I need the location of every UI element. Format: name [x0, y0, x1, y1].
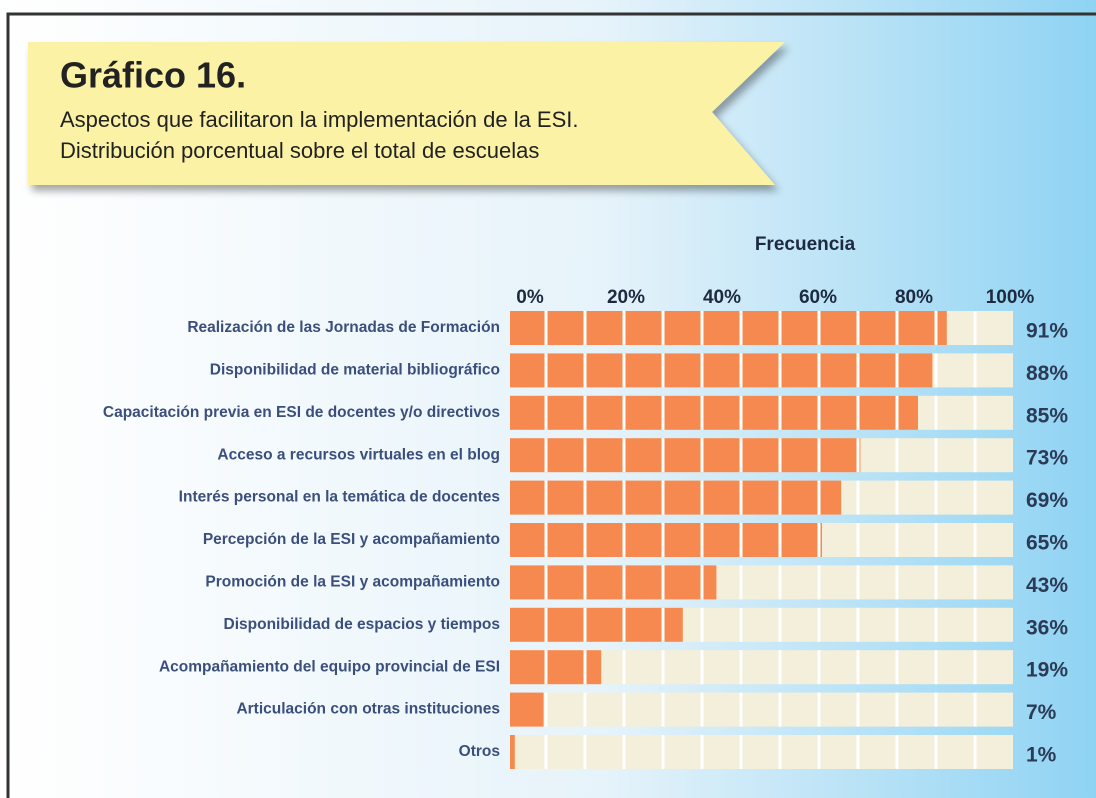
x-tick-label: 0% — [516, 287, 544, 308]
y-tick-label: Disponibilidad de material bibliográfico — [210, 361, 500, 378]
data-label: 69% — [1026, 489, 1068, 512]
bar — [510, 692, 544, 727]
data-label: 43% — [1026, 574, 1068, 597]
data-label: 88% — [1026, 362, 1068, 385]
y-tick-label: Percepción de la ESI y acompañamiento — [203, 531, 500, 548]
x-tick-label: 60% — [799, 287, 837, 308]
bar — [510, 523, 822, 557]
y-tick-label: Interés personal en la temática de docen… — [179, 489, 500, 506]
x-tick-label: 40% — [703, 287, 741, 308]
data-label: 65% — [1026, 532, 1068, 555]
chart-title: Gráfico 16. — [60, 55, 246, 96]
bar — [510, 438, 861, 473]
data-label: 1% — [1026, 744, 1057, 767]
y-tick-label: Otros — [459, 743, 500, 760]
x-tick-label: 20% — [607, 287, 645, 308]
title-banner — [28, 42, 785, 185]
y-tick-label: Acompañamiento del equipo provincial de … — [159, 658, 500, 675]
bar — [510, 650, 602, 685]
subtitle: Distribución porcentual sobre el total d… — [60, 138, 539, 163]
y-tick-label: Promoción de la ESI y acompañamiento — [205, 573, 500, 590]
bar — [510, 607, 683, 642]
bar-track — [510, 735, 1013, 769]
y-tick-label: Articulación con otras instituciones — [236, 701, 500, 718]
subtitle: Aspectos que facilitaron la implementaci… — [60, 107, 579, 132]
data-label: 7% — [1026, 701, 1057, 724]
x-tick-label: 80% — [895, 287, 933, 308]
data-label: 85% — [1026, 404, 1068, 427]
data-label: 73% — [1026, 447, 1068, 470]
bar — [510, 565, 717, 600]
y-tick-label: Disponibilidad de espacios y tiempos — [224, 616, 500, 633]
frame — [6, 12, 1096, 798]
data-label: 91% — [1026, 320, 1068, 343]
axis-label: Frecuencia — [755, 234, 856, 255]
bar — [510, 311, 947, 345]
y-tick-label: Capacitación previa en ESI de docentes y… — [103, 404, 500, 421]
data-label: 36% — [1026, 616, 1068, 639]
data-label: 19% — [1026, 659, 1068, 682]
bar-track — [510, 692, 1013, 727]
y-tick-label: Acceso a recursos virtuales en el blog — [217, 446, 500, 463]
bar — [510, 735, 515, 769]
bar — [510, 353, 933, 388]
bar — [510, 480, 842, 515]
y-tick-label: Realización de las Jornadas de Formación — [187, 319, 500, 336]
bar — [510, 395, 918, 430]
x-tick-label: 100% — [986, 287, 1035, 308]
